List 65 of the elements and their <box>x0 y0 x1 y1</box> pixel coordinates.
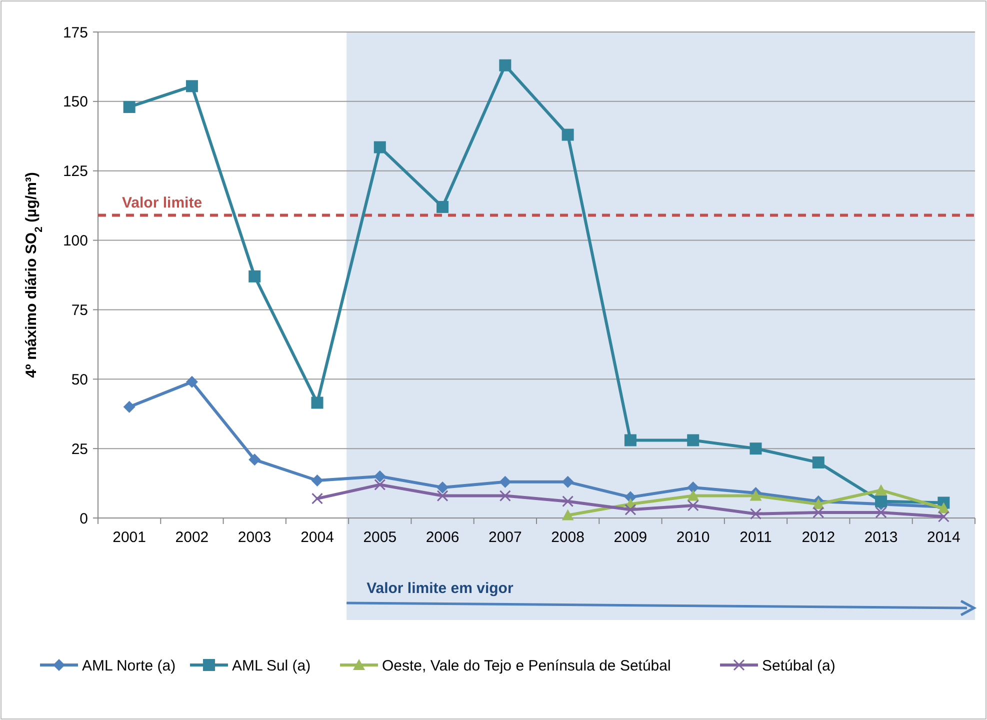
point <box>750 508 762 520</box>
x-tick-label: 2004 <box>300 529 334 546</box>
legend-label: Setúbal (a) <box>762 657 836 674</box>
point <box>436 481 449 494</box>
point <box>123 400 136 413</box>
point <box>312 492 323 504</box>
point <box>374 141 386 154</box>
x-tick-label: 2013 <box>864 529 898 546</box>
point <box>812 506 824 518</box>
x-tick-label: 2011 <box>740 529 772 546</box>
point <box>562 509 574 520</box>
point <box>499 59 512 72</box>
legend-label: Oeste, Vale do Tejo e Península de Setúbal <box>382 657 671 674</box>
x-tick-label: 2007 <box>488 529 522 546</box>
point <box>186 80 198 92</box>
y-tick-label: 25 <box>71 440 88 458</box>
point <box>562 128 574 141</box>
y-tick-label: 150 <box>62 94 88 111</box>
point <box>186 376 198 388</box>
point <box>624 504 636 516</box>
y-tick-label: 0 <box>80 510 88 528</box>
point <box>499 476 512 488</box>
point <box>562 496 574 508</box>
point <box>687 434 700 446</box>
point <box>687 490 700 501</box>
point <box>499 490 511 502</box>
x-tick-label: 2006 <box>426 529 460 546</box>
point <box>875 495 888 508</box>
point <box>938 510 950 522</box>
y-tick-label: 50 <box>71 371 88 388</box>
y-tick-label: 75 <box>71 302 88 319</box>
x-tick-label: 2002 <box>175 529 209 546</box>
point <box>875 484 888 496</box>
point <box>436 200 449 213</box>
point <box>624 434 636 446</box>
x-tick-label: 2014 <box>926 529 960 546</box>
point <box>374 470 386 482</box>
x-tick-label: 2005 <box>363 529 397 546</box>
point <box>311 474 324 487</box>
point <box>687 481 700 494</box>
x-tick-label: 2012 <box>802 529 836 546</box>
x-tick-label: 2009 <box>614 529 648 546</box>
x-tick-label: 2010 <box>676 529 710 546</box>
point <box>123 100 136 113</box>
ref-line-label: Valor limite <box>122 194 202 212</box>
x-tick-label: 2008 <box>551 529 585 546</box>
point <box>562 476 574 488</box>
y-tick-label: 100 <box>62 232 88 250</box>
legend-label: AML Sul (a) <box>232 657 311 674</box>
legend-label: AML Norte (a) <box>82 657 176 674</box>
point <box>750 490 762 501</box>
point <box>687 500 699 512</box>
y-tick-label: 125 <box>62 163 88 180</box>
point <box>436 490 448 502</box>
y-tick-label: 175 <box>62 24 88 42</box>
point <box>248 270 261 282</box>
point <box>248 454 261 466</box>
point <box>875 506 887 518</box>
point <box>750 442 762 455</box>
x-tick-label: 2001 <box>112 529 146 546</box>
x-tick-label: 2003 <box>238 529 272 546</box>
point <box>311 396 324 409</box>
point <box>812 456 824 468</box>
band-label: Valor limite em vigor <box>366 580 514 597</box>
point <box>374 478 386 490</box>
